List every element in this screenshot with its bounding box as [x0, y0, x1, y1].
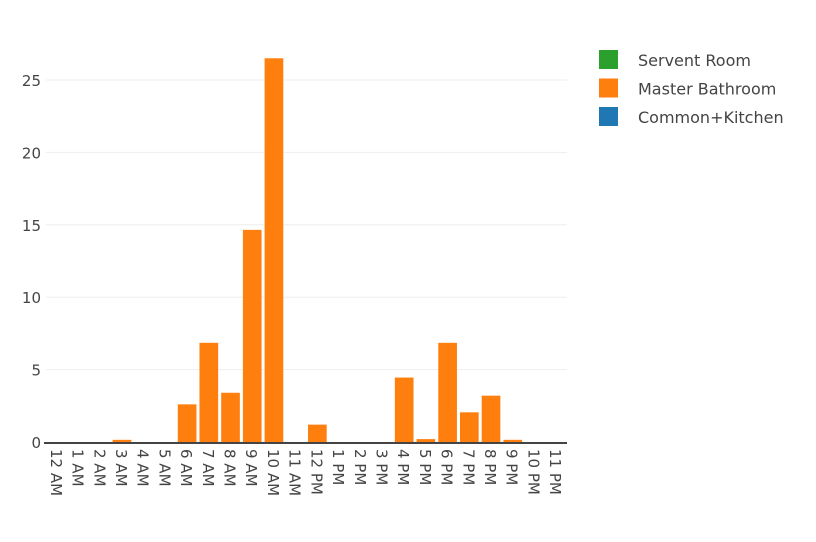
- legend-swatch: [599, 107, 618, 126]
- x-tick-label: 11 PM: [546, 449, 564, 495]
- bar-master-bathroom: [503, 439, 523, 442]
- x-tick-label: 6 AM: [177, 449, 195, 487]
- bar-master-bathroom: [481, 395, 501, 442]
- y-tick-label: 25: [22, 72, 41, 90]
- legend-swatch: [599, 50, 618, 69]
- x-tick-label: 10 AM: [264, 449, 282, 496]
- x-tick-label: 2 AM: [90, 449, 108, 487]
- bar-master-bathroom: [242, 229, 262, 442]
- x-tick-label: 8 PM: [481, 449, 499, 485]
- x-tick-label: 11 AM: [286, 449, 304, 496]
- y-tick-label: 15: [22, 217, 41, 235]
- x-tick-label: 3 PM: [372, 449, 390, 485]
- bar-master-bathroom: [177, 404, 197, 442]
- x-tick-label: 3 AM: [112, 449, 130, 487]
- bar-master-bathroom: [264, 58, 284, 442]
- x-tick-label: 7 PM: [459, 449, 477, 485]
- x-tick-label: 9 AM: [242, 449, 260, 487]
- bar-master-bathroom: [459, 412, 479, 442]
- y-tick-label: 5: [31, 362, 41, 380]
- y-tick-label: 10: [22, 289, 41, 307]
- x-tick-label: 12 PM: [307, 449, 325, 495]
- bar-master-bathroom: [308, 424, 327, 442]
- x-tick-label: 5 AM: [155, 449, 173, 487]
- x-tick-label: 1 PM: [329, 449, 347, 485]
- legend-label: Servent Room: [638, 51, 751, 70]
- bar-master-bathroom: [394, 377, 414, 442]
- y-tick-label: 20: [22, 144, 41, 162]
- bar-master-bathroom: [221, 392, 240, 442]
- legend-label: Master Bathroom: [638, 80, 776, 99]
- bar-master-bathroom: [438, 342, 457, 442]
- y-tick-label: 0: [31, 434, 41, 452]
- x-tick-label: 2 PM: [351, 449, 369, 485]
- x-tick-label: 1 AM: [69, 449, 87, 487]
- x-tick-label: 9 PM: [503, 449, 521, 485]
- x-tick-label: 12 AM: [47, 449, 65, 496]
- x-tick-label: 10 PM: [524, 449, 542, 495]
- x-tick-label: 4 PM: [394, 449, 412, 485]
- bar-master-bathroom: [112, 439, 132, 442]
- x-tick-label: 5 PM: [416, 449, 434, 485]
- x-tick-label: 6 PM: [438, 449, 456, 485]
- legend-swatch: [599, 78, 618, 98]
- x-tick-label: 8 AM: [221, 449, 239, 487]
- bar-master-bathroom: [199, 342, 219, 442]
- x-tick-label: 7 AM: [199, 449, 217, 487]
- bar-master-bathroom: [416, 439, 436, 442]
- legend-label: Common+Kitchen: [638, 108, 784, 127]
- x-tick-label: 4 AM: [134, 449, 152, 487]
